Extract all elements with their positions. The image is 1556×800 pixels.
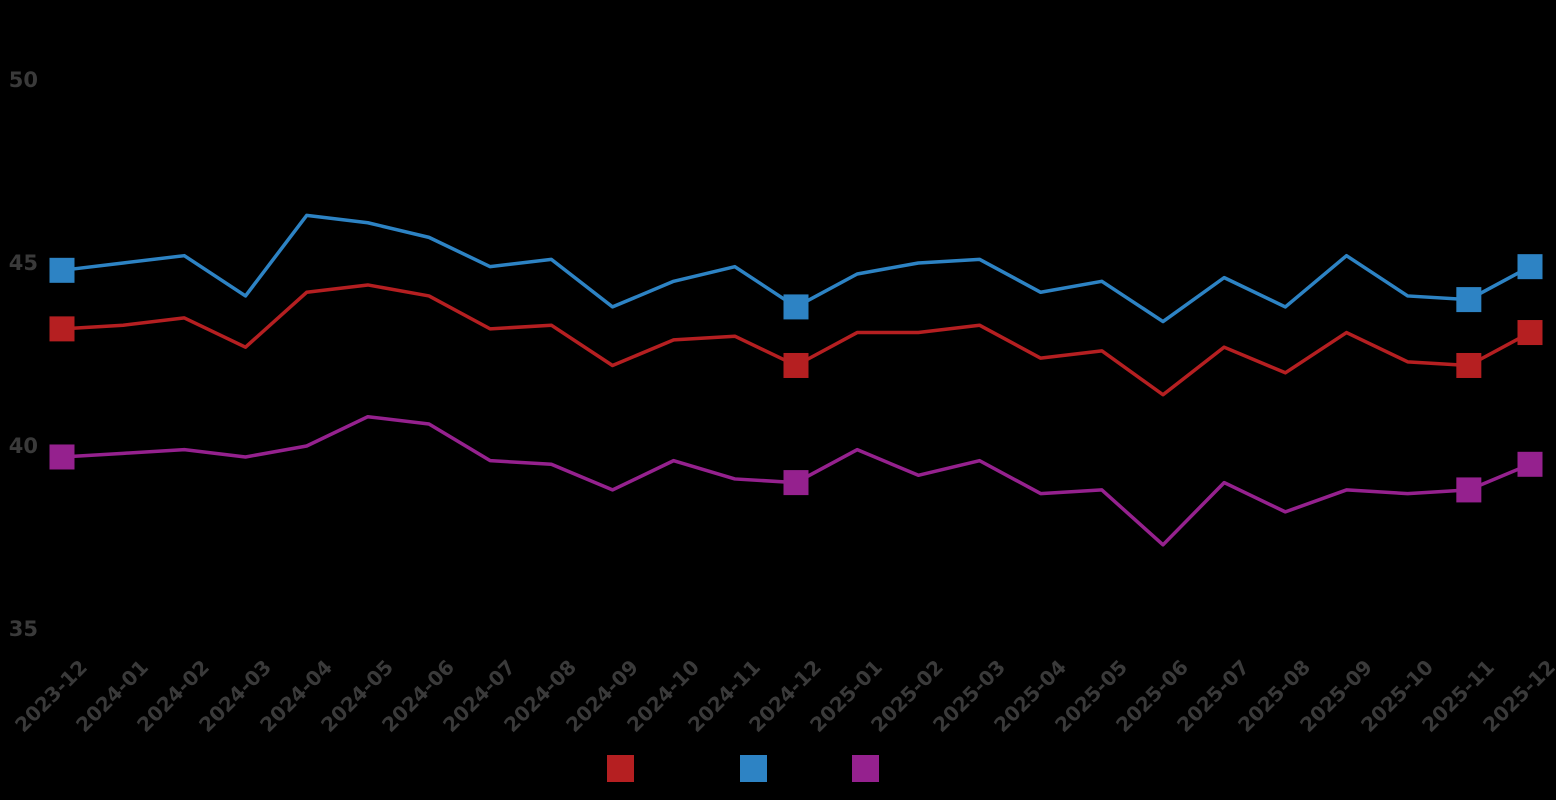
series-blue-marker-2023-12	[49, 257, 75, 283]
y-tick-label-40: 40	[8, 434, 38, 458]
y-tick-label-45: 45	[8, 251, 38, 275]
y-tick-label-35: 35	[8, 617, 38, 641]
series-blue-marker-2025-11	[1456, 287, 1482, 313]
series-magenta-marker-2024-12	[783, 470, 809, 496]
series-magenta-marker-2023-12	[49, 444, 75, 470]
series-red-marker-2024-12	[783, 352, 809, 378]
series-magenta-marker-2025-11	[1456, 477, 1482, 503]
series-red-marker-2025-11	[1456, 352, 1482, 378]
series-red-marker-2023-12	[49, 316, 75, 342]
series-magenta-marker-2025-12	[1517, 451, 1543, 477]
y-tick-label-50: 50	[8, 68, 38, 92]
series-red-marker-2025-12	[1517, 320, 1543, 346]
series-blue-marker-2025-12	[1517, 254, 1543, 280]
series-blue-marker-2024-12	[783, 294, 809, 320]
